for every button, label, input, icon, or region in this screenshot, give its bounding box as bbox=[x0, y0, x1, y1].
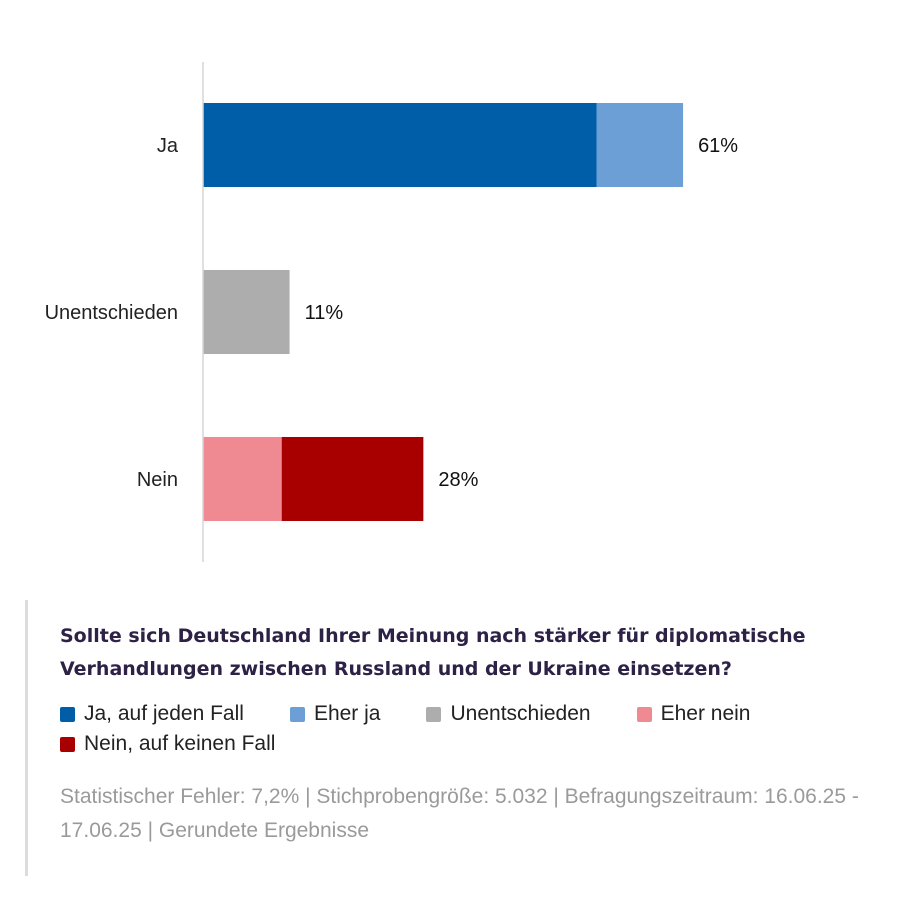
category-label: Nein bbox=[137, 469, 178, 491]
legend-swatch bbox=[636, 706, 652, 722]
legend-swatch bbox=[60, 706, 75, 722]
legend-swatch bbox=[60, 736, 75, 752]
value-label: 61% bbox=[698, 135, 738, 157]
category-label: Unentschieden bbox=[45, 302, 178, 324]
legend-label: Unentschieden bbox=[450, 702, 591, 725]
bar-segment bbox=[596, 103, 684, 187]
chart-svg: Ja 61% Unentschieden 11% Nein 28% bbox=[45, 62, 738, 562]
legend-item: Unentschieden bbox=[426, 702, 591, 726]
legend-swatch bbox=[289, 706, 305, 722]
legend-label: Ja, auf jeden Fall bbox=[84, 702, 244, 725]
legend-item: Eher ja bbox=[289, 702, 381, 726]
bar-segment bbox=[203, 103, 597, 187]
bar-segment bbox=[281, 437, 424, 521]
value-label: 28% bbox=[438, 469, 478, 491]
bar-segment bbox=[203, 437, 282, 521]
legend: Ja, auf jeden Fall Eher ja Unentschieden Eh… bbox=[60, 702, 865, 756]
bar-segment bbox=[203, 270, 290, 354]
legend-item: Eher nein bbox=[636, 702, 751, 726]
legend-item: Ja, auf jeden Fall bbox=[60, 702, 244, 726]
bar-chart: Ja 61% Unentschieden 11% Nein 28% bbox=[45, 62, 738, 562]
category-label: Ja bbox=[157, 135, 179, 157]
value-label: 11% bbox=[305, 302, 344, 324]
legend-item: Nein, auf keinen Fall bbox=[60, 732, 275, 756]
footnote: Statistischer Fehler: 7,2% | Stichproben… bbox=[60, 785, 859, 842]
legend-swatch bbox=[426, 706, 442, 722]
legend-label: Nein, auf keinen Fall bbox=[84, 732, 276, 755]
question-text: Sollte sich Deutschland Ihrer Meinung na… bbox=[60, 625, 806, 680]
info-panel: Sollte sich Deutschland Ihrer Meinung na… bbox=[25, 600, 875, 876]
legend-label: Eher ja bbox=[313, 702, 381, 725]
legend-label: Eher nein bbox=[660, 702, 751, 725]
